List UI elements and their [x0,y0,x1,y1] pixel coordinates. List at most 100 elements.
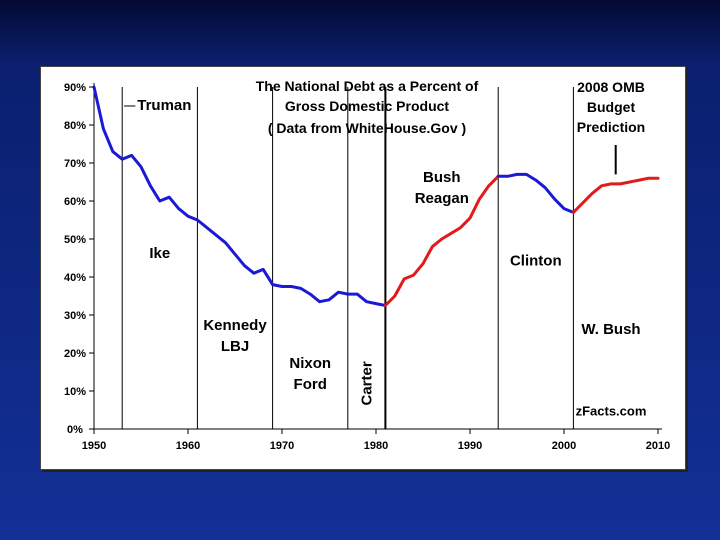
x-tick-label: 1980 [364,440,388,452]
data-point [187,215,189,217]
source-credit: zFacts.com [576,404,647,419]
y-tick-label: 60% [64,196,86,208]
data-point [365,300,368,303]
data-point [459,226,462,229]
data-point [300,287,302,290]
data-point [553,198,556,200]
data-point [638,179,640,181]
y-tick-label: 20% [64,348,86,360]
data-point [177,207,180,210]
chart-title-line: ( Data from WhiteHouse.Gov ) [268,120,466,136]
x-tick-label: 1960 [176,440,200,452]
data-point [328,299,330,301]
data-point [563,207,565,210]
data-point [149,185,152,187]
data-series [92,85,660,307]
data-point [619,183,622,185]
data-point [309,293,312,295]
data-point [337,291,340,293]
debt-chart: 0% 10% 20% 30% 40% 50% 60% 70% 80% 90% 1950 1960 197… [64,78,670,452]
data-point [384,304,387,307]
term-label: W. Bush [581,321,640,338]
omb-prediction-label: Budget [587,99,636,115]
data-point [234,253,236,255]
omb-prediction-label: Prediction [577,119,645,135]
data-point [356,293,359,295]
term-label: LBJ [221,338,249,355]
data-point [591,192,593,195]
debt-series-line [571,176,660,214]
data-point [544,186,546,189]
x-tick-label: 2010 [646,440,670,452]
data-point [657,177,659,179]
term-label: Clinton [510,253,562,270]
data-point [403,278,406,280]
data-point [422,262,424,265]
x-tick-label: 1970 [270,440,294,452]
data-point [347,293,349,295]
data-point [130,154,133,157]
y-tick-label: 50% [64,234,86,246]
term-label: Reagan [415,190,469,207]
data-point [121,158,123,160]
y-tick-label: 40% [64,272,86,284]
data-point [488,185,490,187]
data-point [262,268,264,271]
term-label: Truman [137,97,191,114]
tick-labels: 0% 10% 20% 30% 40% 50% 60% 70% 80% 90% 1950 1960 197… [64,82,670,452]
y-tick-label: 10% [64,386,86,398]
term-label: Carter [359,361,376,405]
data-point [206,226,208,229]
y-tick-label: 70% [64,158,86,170]
x-tick-label: 1990 [458,440,482,452]
data-point [469,217,471,219]
y-tick-label: 90% [64,82,86,94]
chart-title-line: The National Debt as a Percent of [256,78,479,94]
data-point [112,150,114,153]
term-label: Bush [423,169,461,186]
data-point [168,196,170,198]
y-tick-label: 0% [67,424,83,436]
data-point [450,232,453,235]
data-point [102,128,105,130]
data-point [582,202,584,204]
data-point [516,173,518,176]
data-point [497,175,500,178]
term-label: Nixon [289,355,331,372]
data-point [525,173,528,176]
chart-title-line: Gross Domestic Product [285,98,449,114]
data-point [610,183,612,185]
data-point [159,200,161,202]
data-point [253,272,255,274]
data-point [412,274,415,276]
x-tick-label: 2000 [552,440,576,452]
omb-prediction-label: 2008 OMB [577,79,645,95]
data-point [394,295,396,297]
term-label: Ford [294,376,327,393]
data-point [140,166,142,168]
x-tick-label: 1950 [82,440,106,452]
data-point [375,302,377,305]
debt-series-line [92,85,387,307]
data-point [318,300,321,303]
term-label: Kennedy [203,317,267,334]
axes [93,83,662,430]
data-point [506,175,509,178]
data-point [600,185,603,187]
data-point [196,219,199,221]
data-point [281,285,283,288]
data-point [290,285,293,288]
data-point [478,198,481,200]
data-point [572,211,575,214]
data-point [215,234,217,236]
y-tick-label: 80% [64,120,86,132]
data-point [271,283,274,286]
data-point [441,238,443,240]
data-point [535,179,537,181]
data-point [629,181,631,183]
chart-panel: 0% 10% 20% 30% 40% 50% 60% 70% 80% 90% 1950 1960 197… [40,66,686,470]
term-label: Ike [149,245,170,262]
data-point [647,177,650,179]
annotations: The National Debt as a Percent of Gross D… [124,78,646,419]
presidential-term-dividers [121,87,574,429]
